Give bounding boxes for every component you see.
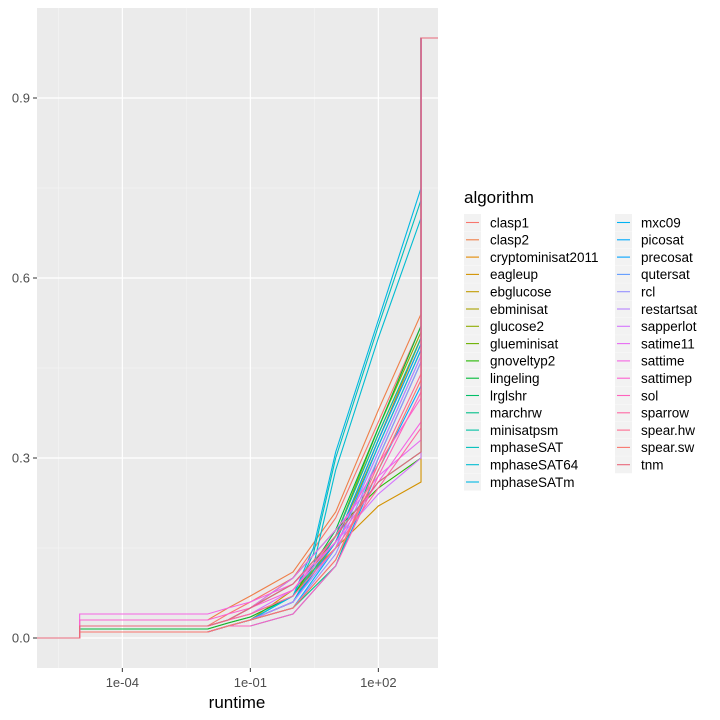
- legend-label-glucose2: glucose2: [490, 319, 544, 334]
- legend-label-restartsat: restartsat: [641, 302, 698, 317]
- legend-label-rcl: rcl: [641, 285, 655, 300]
- series-lines: [37, 37, 438, 639]
- legend-label-mphaseSATm: mphaseSATm: [490, 475, 575, 490]
- legend-label-ebglucose: ebglucose: [490, 285, 552, 300]
- legend-label-sparrow: sparrow: [641, 406, 689, 421]
- legend-label-mphaseSAT: mphaseSAT: [490, 440, 563, 455]
- legend-label-spear.hw: spear.hw: [641, 423, 695, 438]
- legend-title: algorithm: [464, 188, 534, 207]
- legend: algorithm clasp1 clasp2 cryptominisat2011 e…: [464, 188, 698, 491]
- axes: 0.0 0.3 0.6 0.9 1e-04 1e-01 1e+02: [12, 91, 397, 691]
- legend-label-clasp2: clasp2: [490, 233, 529, 248]
- legend-label-mxc09: mxc09: [641, 215, 681, 230]
- legend-label-clasp1: clasp1: [490, 215, 529, 230]
- legend-label-ebminisat: ebminisat: [490, 302, 548, 317]
- legend-label-spear.sw: spear.sw: [641, 440, 695, 455]
- y-tick-label: 0.9: [12, 91, 30, 106]
- y-tick-label: 0.0: [12, 631, 30, 646]
- y-tick-label: 0.3: [12, 451, 30, 466]
- legend-label-eagleup: eagleup: [490, 267, 538, 282]
- legend-label-cryptominisat2011: cryptominisat2011: [490, 250, 599, 265]
- legend-label-sol: sol: [641, 388, 658, 403]
- x-axis-title: runtime: [209, 693, 266, 712]
- x-tick-label: 1e-01: [234, 675, 267, 690]
- legend-label-minisatpsm: minisatpsm: [490, 423, 558, 438]
- y-tick-label: 0.6: [12, 271, 30, 286]
- x-tick-label: 1e+02: [360, 675, 397, 690]
- legend-label-lingeling: lingeling: [490, 371, 540, 386]
- legend-label-satime11: satime11: [641, 336, 695, 351]
- legend-label-sattimep: sattimep: [641, 371, 692, 386]
- legend-label-marchrw: marchrw: [490, 406, 542, 421]
- legend-label-tnm: tnm: [641, 458, 664, 473]
- plot-panel: [37, 8, 438, 668]
- grid-lines: [37, 8, 438, 668]
- legend-label-lrglshr: lrglshr: [490, 388, 527, 403]
- legend-label-mphaseSAT64: mphaseSAT64: [490, 458, 579, 473]
- legend-label-qutersat: qutersat: [641, 267, 690, 282]
- legend-label-glueminisat: glueminisat: [490, 336, 559, 351]
- legend-label-sapperlot: sapperlot: [641, 319, 697, 334]
- x-tick-label: 1e-04: [106, 675, 139, 690]
- legend-label-picosat: picosat: [641, 233, 684, 248]
- legend-label-sattime: sattime: [641, 354, 685, 369]
- legend-label-gnoveltyp2: gnoveltyp2: [490, 354, 555, 369]
- legend-label-precosat: precosat: [641, 250, 693, 265]
- series-line-tnm: [37, 37, 438, 639]
